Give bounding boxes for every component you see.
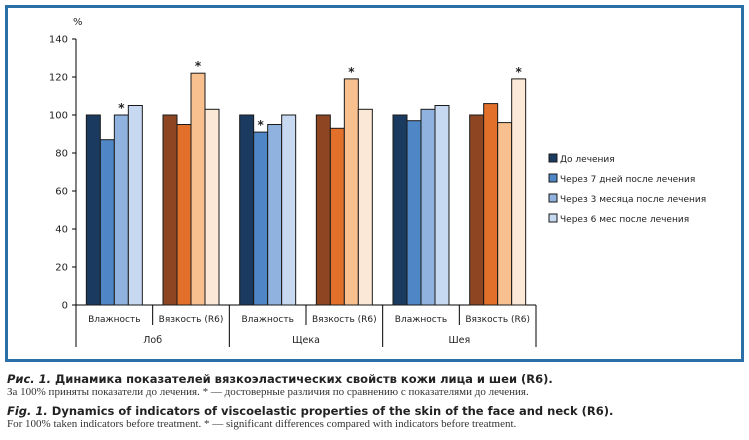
caption-en-title: Dynamics of indicators of viscoelastic p… bbox=[47, 404, 614, 418]
caption-ru-title: Динамика показателей вязкоэластических с… bbox=[51, 372, 553, 386]
caption-ru-note: За 100% приняты показатели до лечения. *… bbox=[7, 386, 529, 398]
bar bbox=[497, 122, 513, 306]
bar-chart: % 0 20 40 60 80 100 120 140 * * * * * Влажность Вязк… bbox=[49, 17, 706, 347]
x-category-label: Лоб bbox=[143, 335, 162, 346]
bar bbox=[190, 72, 206, 306]
y-axis-unit-label: % bbox=[73, 17, 83, 28]
bar bbox=[392, 114, 408, 306]
bar bbox=[483, 103, 499, 306]
y-tick-label: 40 bbox=[55, 225, 68, 236]
bar bbox=[267, 124, 283, 306]
bar bbox=[469, 114, 485, 306]
legend-label: Через 6 мес после лечения bbox=[560, 215, 689, 225]
bar bbox=[434, 105, 450, 306]
legend-label: До лечения bbox=[560, 155, 615, 165]
x-subcategory-label: Влажность bbox=[88, 315, 140, 325]
bar bbox=[253, 131, 269, 306]
y-tick-label: 120 bbox=[49, 73, 68, 84]
bar bbox=[239, 114, 255, 306]
bar bbox=[281, 114, 297, 306]
bar bbox=[176, 124, 192, 306]
y-tick-label: 60 bbox=[55, 187, 68, 198]
significance-marker: * bbox=[258, 118, 265, 132]
bar bbox=[204, 108, 220, 306]
caption-en: Fig. 1. Dynamics of indicators of viscoe… bbox=[7, 404, 747, 430]
bar bbox=[315, 114, 331, 306]
x-category-label: Шея bbox=[448, 335, 470, 346]
bar bbox=[511, 78, 527, 306]
significance-marker: * bbox=[118, 101, 125, 115]
legend-swatch bbox=[548, 153, 558, 163]
legend-swatch bbox=[548, 213, 558, 223]
y-tick-label: 140 bbox=[49, 35, 68, 46]
legend-label: Через 3 месяца после лечения bbox=[560, 195, 706, 205]
bar bbox=[113, 114, 129, 306]
significance-marker: * bbox=[348, 65, 355, 79]
significance-marker: * bbox=[516, 65, 523, 79]
x-subcategory-label: Влажность bbox=[241, 315, 293, 325]
bar bbox=[127, 105, 143, 306]
caption-en-prefix: Fig. 1. bbox=[7, 404, 48, 418]
bar bbox=[420, 108, 436, 306]
bar bbox=[406, 120, 422, 306]
bar bbox=[343, 78, 359, 306]
bar bbox=[99, 139, 115, 306]
bar bbox=[162, 114, 178, 306]
significance-marker: * bbox=[195, 59, 202, 73]
bar bbox=[329, 127, 345, 306]
x-subcategory-label: Вязкость (R6) bbox=[312, 315, 377, 325]
legend-swatch bbox=[548, 173, 558, 183]
legend-swatch bbox=[548, 193, 558, 203]
y-tick-label: 0 bbox=[62, 301, 68, 312]
x-subcategory-label: Вязкость (R6) bbox=[465, 315, 530, 325]
x-category-label: Щека bbox=[292, 335, 320, 346]
legend-label: Через 7 дней после лечения bbox=[560, 175, 695, 185]
y-tick-label: 100 bbox=[49, 111, 68, 122]
bar bbox=[357, 108, 373, 306]
caption-ru: Рис. 1. Динамика показателей вязкоэласти… bbox=[7, 372, 747, 398]
y-tick-label: 20 bbox=[55, 263, 68, 274]
caption-ru-prefix: Рис. 1. bbox=[7, 372, 52, 386]
y-tick-label: 80 bbox=[55, 149, 68, 160]
x-subcategory-label: Вязкость (R6) bbox=[159, 315, 224, 325]
bar bbox=[85, 114, 101, 306]
x-subcategory-label: Влажность bbox=[395, 315, 447, 325]
caption-en-note: For 100% taken indicators before treatme… bbox=[7, 418, 517, 430]
